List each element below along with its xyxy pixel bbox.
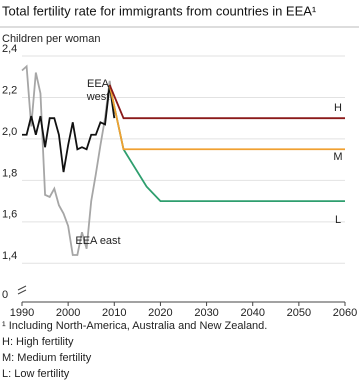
x-tick-label: 2050 — [287, 307, 311, 319]
y-tick-label: 2,2 — [2, 84, 17, 96]
series-line — [108, 84, 345, 151]
footnote: L: Low fertility — [2, 368, 70, 380]
x-tick-label: 2000 — [56, 307, 80, 319]
x-tick-label: 1990 — [10, 307, 34, 319]
series-label: EEA west — [86, 78, 110, 103]
chart-title: Total fertility rate for immigrants from… — [2, 3, 317, 18]
x-tick-label: 2030 — [194, 307, 218, 319]
axis-break — [17, 285, 27, 295]
footnote: M: Medium fertility — [2, 352, 92, 364]
y-tick-label: 2,4 — [2, 43, 17, 55]
y-tick-label: 1,4 — [2, 250, 17, 262]
y-axis-label: Children per woman — [2, 33, 100, 45]
y-tick-label: 1,8 — [2, 167, 17, 179]
series-line — [22, 84, 116, 173]
y-tick-label: 0 — [2, 289, 8, 301]
series-label: EEA east — [75, 235, 120, 247]
series-label: H — [334, 102, 342, 114]
x-tick-label: 2020 — [148, 307, 172, 319]
series-line — [108, 84, 345, 120]
footnote: ¹ Including North-America, Australia and… — [2, 320, 267, 332]
series-label: M — [333, 151, 342, 163]
x-tick-label: 2010 — [102, 307, 126, 319]
series-line — [21, 64, 116, 256]
x-tick-label: 2040 — [240, 307, 264, 319]
y-tick-label: 1,6 — [2, 209, 17, 221]
y-tick-label: 2,0 — [2, 126, 17, 138]
x-tick-label: 2060 — [333, 307, 357, 319]
series-label: L — [335, 214, 341, 226]
footnote: H: High fertility — [2, 336, 74, 348]
series-line — [108, 84, 345, 202]
